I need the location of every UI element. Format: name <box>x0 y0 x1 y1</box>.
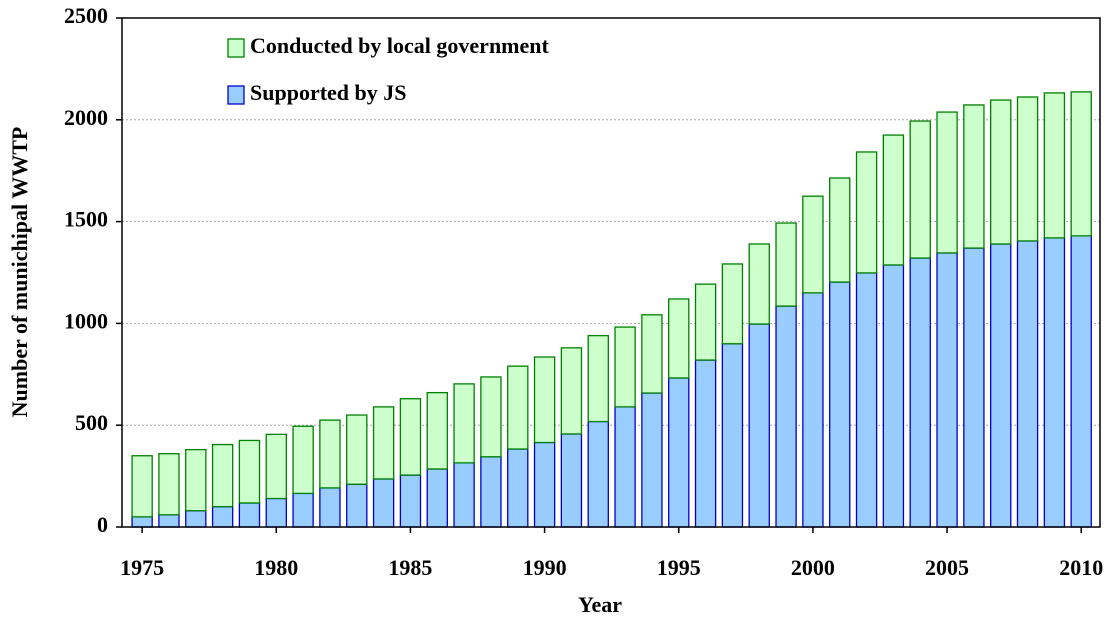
bar-segment <box>882 134 905 266</box>
x-tick-label: 2005 <box>925 555 969 580</box>
y-tick-label: 500 <box>75 410 108 435</box>
bar-segment <box>855 151 878 274</box>
bar-segment <box>131 516 153 528</box>
bar-segment <box>453 383 475 464</box>
bar-segment <box>507 448 529 528</box>
bar-segment <box>399 474 422 528</box>
bar-segment <box>775 305 797 528</box>
bar-segment <box>829 281 851 528</box>
bar-segment <box>211 505 234 528</box>
bar-segment <box>587 420 609 528</box>
bar-segment <box>1070 235 1092 528</box>
bar-segment <box>882 264 905 528</box>
bar-segment <box>641 392 663 528</box>
bar-segment <box>963 247 985 528</box>
bar-segment <box>453 462 475 528</box>
bar-segment <box>1016 240 1039 528</box>
bar-segment <box>614 326 636 408</box>
bar-segment <box>346 483 368 528</box>
bar-segment <box>158 453 180 516</box>
y-tick-label: 0 <box>97 512 108 537</box>
bar-segment <box>614 406 636 528</box>
bar-segment <box>936 111 958 254</box>
bar-segment <box>587 334 609 423</box>
x-tick-label: 2010 <box>1059 555 1103 580</box>
bar-segment <box>721 263 744 345</box>
bar-segment <box>748 323 770 528</box>
bar-segment <box>292 492 314 528</box>
bar-segment <box>158 514 180 528</box>
bar-segment <box>990 99 1012 245</box>
bar-segment <box>1043 237 1066 528</box>
bar-segment <box>426 391 448 470</box>
bar-segment <box>560 347 583 435</box>
x-tick-label: 2000 <box>791 555 835 580</box>
bar-segment <box>936 252 958 528</box>
bar-segment <box>1070 91 1092 237</box>
plot-frame <box>121 17 1101 528</box>
bar-segment <box>185 510 207 528</box>
bar-segment <box>748 243 770 325</box>
bar-segment <box>372 478 395 528</box>
bar-segment <box>399 398 422 476</box>
bar-segment <box>641 314 663 394</box>
bar-segment <box>775 222 797 307</box>
x-tick-label: 1985 <box>388 555 432 580</box>
bar-segment <box>694 283 717 361</box>
bar-segment <box>668 298 690 379</box>
legend-swatch <box>227 85 245 105</box>
bar-segment <box>319 419 341 489</box>
bar-segment <box>694 359 717 528</box>
x-tick-label: 1990 <box>523 555 567 580</box>
bar-segment <box>131 455 153 518</box>
bar-segment <box>533 356 556 444</box>
bar-segment <box>292 425 314 495</box>
bar-segment <box>1016 96 1039 242</box>
bar-segment <box>238 502 261 528</box>
bar-segment <box>372 406 395 480</box>
bar-segment <box>426 468 448 528</box>
bar-segment <box>855 272 878 528</box>
bar-segment <box>963 104 985 249</box>
y-tick-label: 2000 <box>64 105 108 130</box>
bar-segment <box>668 377 690 528</box>
bar-segment <box>265 497 287 528</box>
bar-segment <box>721 343 744 528</box>
legend-label: Conducted by local government <box>250 33 550 58</box>
bar-segment <box>185 448 207 512</box>
bar-segment <box>802 195 824 294</box>
y-tick-label: 1000 <box>64 308 108 333</box>
bar-segment <box>480 456 502 528</box>
bar-segment <box>802 292 824 528</box>
bar-segment <box>507 365 529 450</box>
bar-segment <box>829 177 851 283</box>
legend-label: Supported by JS <box>250 80 407 105</box>
legend-swatch <box>227 38 245 58</box>
x-tick-label: 1980 <box>254 555 298 580</box>
y-tick-label: 1500 <box>64 207 108 232</box>
x-axis-label: Year <box>578 592 622 617</box>
bar-segment <box>319 487 341 528</box>
bar-segment <box>211 443 234 508</box>
bar-segment <box>560 433 583 528</box>
bar-segment <box>238 439 261 504</box>
x-tick-label: 1975 <box>120 555 164 580</box>
bar-segment <box>346 414 368 485</box>
bar-segment <box>533 441 556 528</box>
bar-segment <box>265 433 287 500</box>
bar-segment <box>480 376 502 458</box>
x-tick-label: 1995 <box>657 555 701 580</box>
bar-segment <box>990 243 1012 528</box>
bar-segment <box>909 257 931 528</box>
y-axis-label: Number of munichipal WWTP <box>7 127 32 418</box>
y-tick-label: 2500 <box>64 3 108 28</box>
bar-segment <box>1043 92 1066 239</box>
bar-segment <box>909 120 931 259</box>
